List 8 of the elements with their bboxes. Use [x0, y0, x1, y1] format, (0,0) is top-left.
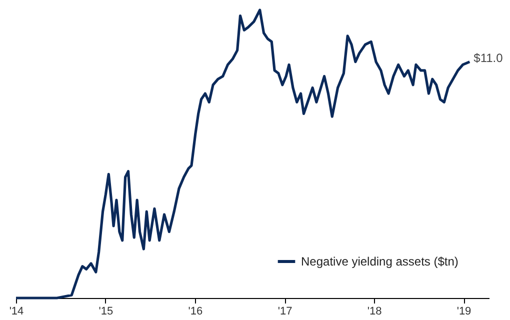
x-tick-label: '17 — [278, 306, 292, 318]
legend-label: Negative yielding assets ($tn) — [301, 254, 458, 268]
x-tick-label: '15 — [98, 306, 114, 318]
x-tick-label: '16 — [188, 306, 203, 318]
x-tick-label: '14 — [9, 306, 24, 318]
annotation: $11.0 — [474, 50, 504, 65]
x-tick-label: '19 — [456, 306, 472, 318]
x-tick-label: '18 — [367, 306, 382, 318]
